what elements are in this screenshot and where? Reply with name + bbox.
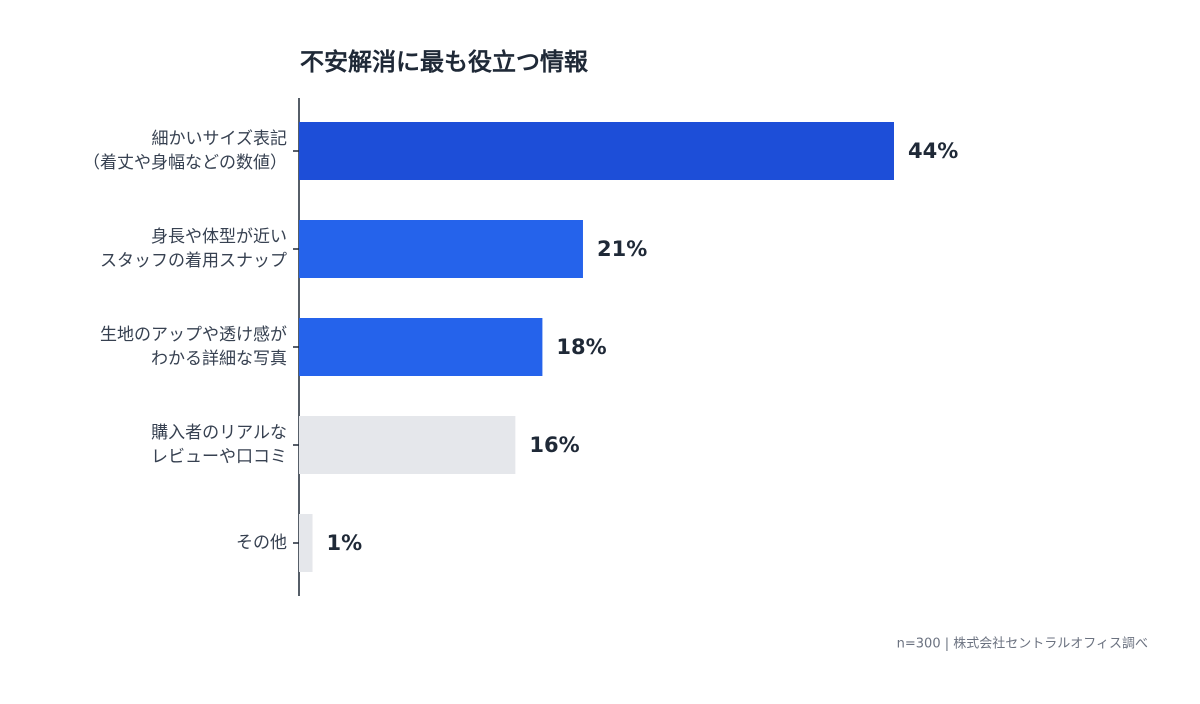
chart-title: 不安解消に最も役立つ情報 <box>300 48 589 76</box>
y-tick-label: 生地のアップや透け感が <box>100 325 287 345</box>
value-label: 1% <box>327 531 363 555</box>
y-tick-label: 購入者のリアルな <box>151 423 287 443</box>
y-tick-label: わかる詳細な写真 <box>151 349 287 369</box>
source-note: n=300 | 株式会社セントラルオフィス調べ <box>897 636 1148 652</box>
y-tick-label: 細かいサイズ表記 <box>152 129 288 149</box>
value-label: 44% <box>908 139 958 163</box>
y-tick-label: レビューや口コミ <box>151 447 287 467</box>
bar <box>299 416 516 474</box>
value-label: 21% <box>597 237 647 261</box>
value-label: 16% <box>529 433 579 457</box>
y-tick-label: スタッフの着用スナップ <box>100 251 287 271</box>
value-label: 18% <box>556 335 606 359</box>
bar <box>299 220 583 278</box>
bar <box>299 318 543 376</box>
y-tick-label: 身長や体型が近い <box>151 227 287 247</box>
bar <box>299 514 313 572</box>
bar <box>299 122 894 180</box>
y-tick-label: その他 <box>236 533 287 553</box>
y-tick-label: （着丈や身幅などの数値） <box>83 153 287 173</box>
